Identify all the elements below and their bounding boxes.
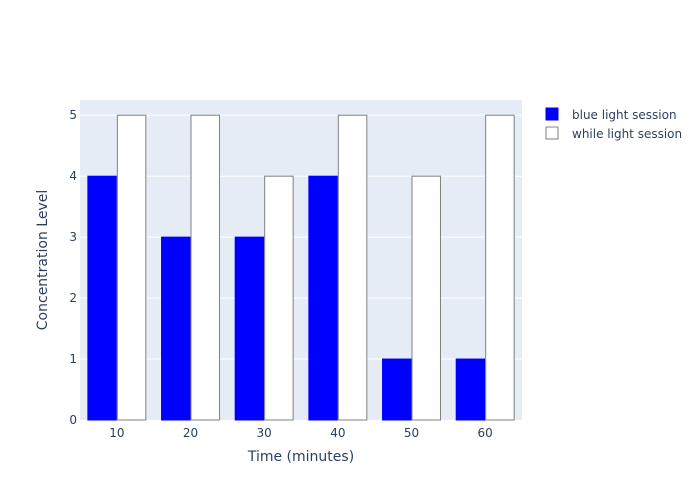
bar-white-light-30 <box>264 175 294 421</box>
legend-label: while light session <box>572 127 682 141</box>
x-tick-labels: 10 20 30 40 50 60 <box>109 426 493 440</box>
bar-blue-light-40 <box>308 175 338 421</box>
bar-white-light-40 <box>337 114 368 421</box>
bar-blue-light-30 <box>234 236 265 421</box>
legend-swatch <box>545 107 559 121</box>
plot-background <box>80 100 522 420</box>
y-tick-label: 3 <box>69 230 77 244</box>
y-tick-label: 0 <box>69 413 77 427</box>
bar-blue-light-60 <box>455 358 486 421</box>
bar-white-light-50 <box>411 175 441 421</box>
bar-blue-light-10 <box>87 175 117 421</box>
legend-swatch <box>545 126 559 140</box>
bar-white-light-60 <box>485 114 515 421</box>
bar-white-light-10 <box>116 114 147 421</box>
x-axis-title: Time (minutes) <box>247 449 354 465</box>
bar-white-light-20 <box>190 114 220 421</box>
x-tick-label: 40 <box>330 426 345 440</box>
gridlines <box>80 114 522 360</box>
x-tick-label: 60 <box>478 426 493 440</box>
y-tick-label: 2 <box>69 291 77 305</box>
x-tick-label: 10 <box>109 426 124 440</box>
bar-blue-light-50 <box>382 358 412 421</box>
x-tick-label: 20 <box>183 426 198 440</box>
y-tick-labels: 0 1 2 3 4 5 <box>69 108 77 427</box>
y-tick-label: 5 <box>69 108 77 122</box>
y-axis-title: Concentration Level <box>35 190 51 330</box>
y-tick-label: 4 <box>69 169 77 183</box>
bars <box>87 114 515 421</box>
y-tick-label: 1 <box>69 352 77 366</box>
x-tick-label: 50 <box>404 426 419 440</box>
legend: blue light session while light session <box>545 107 682 141</box>
legend-label: blue light session <box>572 108 677 122</box>
bar-blue-light-20 <box>161 236 191 421</box>
x-tick-label: 30 <box>257 426 272 440</box>
